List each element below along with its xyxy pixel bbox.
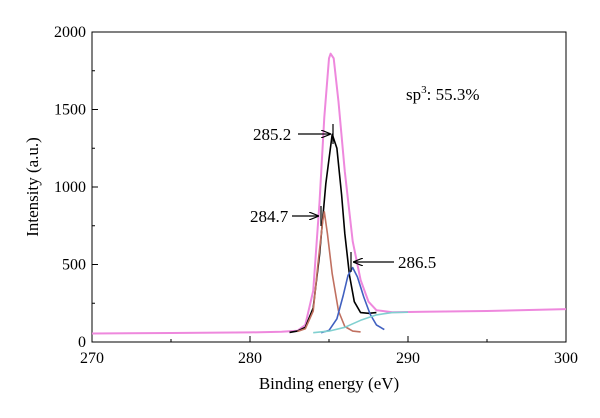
x-tick-label: 290 [396, 350, 420, 367]
y-tick-label: 2000 [54, 24, 86, 41]
y-tick-label: 0 [78, 334, 86, 351]
y-axis-title: Intensity (a.u.) [23, 137, 42, 237]
sp3-annotation: sp3: 55.3% [406, 84, 480, 104]
annotation-286-5: 286.5 [350, 252, 436, 272]
series-line-0 [91, 52, 567, 335]
ticks-layer: 270 280 290 300 0 500 1000 1500 2000 [54, 24, 578, 367]
series-layer [91, 52, 567, 335]
y-tick-label: 500 [62, 257, 86, 274]
x-axis-title: Binding energy (eV) [259, 374, 399, 393]
x-tick-label: 270 [80, 350, 104, 367]
annotation-label: 285.2 [253, 125, 291, 144]
annotation-285-2: 285.2 [253, 124, 334, 144]
annotation-284-7: 284.7 [250, 206, 322, 226]
series-line-4 [313, 311, 409, 334]
y-tick-label: 1500 [54, 102, 86, 119]
y-tick-label: 1000 [54, 179, 86, 196]
annotation-label: 286.5 [398, 253, 436, 272]
x-tick-label: 300 [554, 350, 578, 367]
x-tick-label: 280 [238, 350, 262, 367]
series-line-1 [289, 133, 377, 334]
plot-frame [91, 31, 567, 343]
series-line-3 [320, 266, 385, 334]
annotation-label: 284.7 [250, 207, 289, 226]
